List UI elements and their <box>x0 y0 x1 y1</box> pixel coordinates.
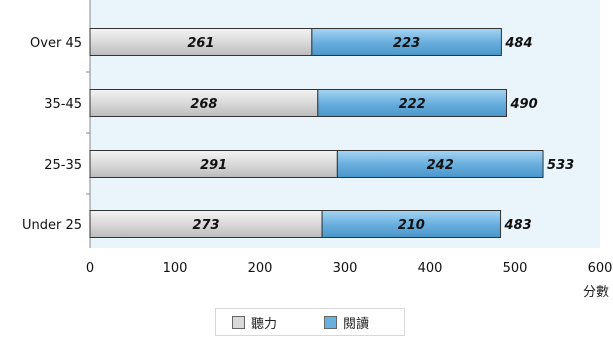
legend-label-reading: 閱讀 <box>343 316 370 332</box>
data-label-listening-3: 273 <box>192 218 219 233</box>
legend-item-listening: 聽力 <box>232 314 278 332</box>
x-tick-label-1: 100 <box>163 261 188 276</box>
bar-reading-2 <box>336 150 544 178</box>
legend-box: 聽力 閱讀 <box>215 308 405 336</box>
legend-item-reading: 閱讀 <box>324 314 370 332</box>
category-label-1: 35-45 <box>44 97 82 112</box>
x-tick-label-6: 600 <box>588 261 613 276</box>
category-label-3: Under 25 <box>22 218 82 233</box>
total-label-3: 483 <box>504 218 532 233</box>
bar-listening-1 <box>89 89 319 117</box>
x-tick-label-3: 300 <box>333 261 358 276</box>
total-label-0: 484 <box>504 36 532 51</box>
legend: 聽力 閱讀 <box>0 308 613 336</box>
total-label-1: 490 <box>510 97 538 112</box>
data-label-reading-3: 210 <box>398 218 425 233</box>
total-label-2: 533 <box>547 158 574 173</box>
data-label-listening-0: 261 <box>187 36 214 51</box>
data-label-reading-1: 222 <box>399 97 426 112</box>
data-label-reading-0: 223 <box>393 36 420 51</box>
category-label-2: 25-35 <box>44 158 82 173</box>
legend-label-listening: 聽力 <box>251 316 278 332</box>
x-tick-label-4: 400 <box>418 261 443 276</box>
category-label-0: Over 45 <box>30 36 82 51</box>
legend-swatch-listening <box>232 315 245 329</box>
x-tick-label-2: 200 <box>248 261 273 276</box>
bar-reading-1 <box>317 89 507 117</box>
x-tick-label-0: 0 <box>86 261 94 276</box>
data-label-reading-2: 242 <box>427 158 454 173</box>
bar-reading-3 <box>321 210 502 238</box>
bar-listening-0 <box>89 28 313 56</box>
x-axis-label: 分數 <box>583 285 609 300</box>
data-label-listening-1: 268 <box>190 97 217 112</box>
x-tick-label-5: 500 <box>503 261 528 276</box>
data-label-listening-2: 291 <box>200 158 227 173</box>
legend-swatch-reading <box>324 315 337 329</box>
bar-reading-0 <box>311 28 502 56</box>
